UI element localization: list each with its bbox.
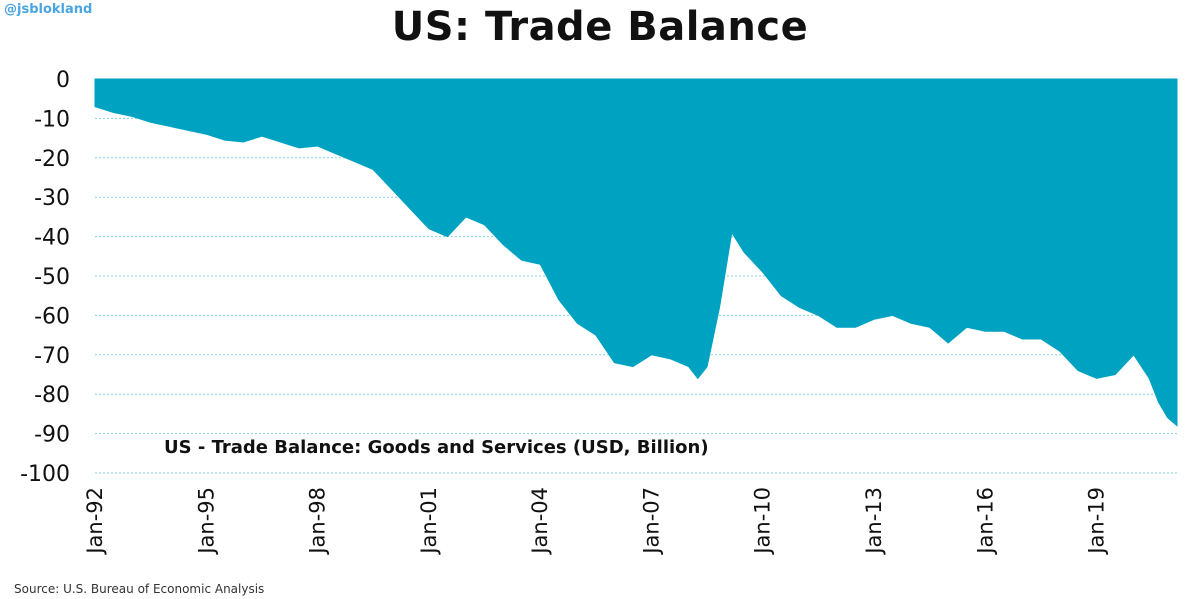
watermark-handle: @jsblokland bbox=[4, 2, 93, 17]
y-tick-label-10: -100 bbox=[20, 462, 70, 487]
x-tick-label-9: Jan-19 bbox=[1085, 487, 1109, 556]
y-tick-label-3: -30 bbox=[34, 186, 70, 211]
x-axis-ticks: Jan-92 Jan-95 Jan-98 Jan-01 Jan-04 Jan-07 Jan-… bbox=[83, 487, 1109, 556]
y-tick-label-1: -10 bbox=[34, 107, 70, 132]
y-tick-label-4: -40 bbox=[34, 226, 70, 251]
x-tick-label-4: Jan-04 bbox=[528, 487, 552, 556]
y-tick-label-9: -90 bbox=[34, 423, 70, 448]
x-tick-label-3: Jan-01 bbox=[417, 487, 441, 556]
chart-title: US: Trade Balance bbox=[391, 4, 809, 50]
y-tick-label-6: -60 bbox=[34, 304, 70, 329]
x-tick-label-2: Jan-98 bbox=[306, 487, 330, 556]
x-tick-label-7: Jan-13 bbox=[862, 487, 886, 556]
y-tick-label-0: 0 bbox=[56, 68, 70, 93]
y-tick-label-2: -20 bbox=[34, 147, 70, 172]
y-tick-label-8: -80 bbox=[34, 383, 70, 408]
source-note: Source: U.S. Bureau of Economic Analysis bbox=[14, 582, 265, 596]
y-tick-label-7: -70 bbox=[34, 344, 70, 369]
area-series bbox=[94, 78, 1178, 427]
trade-balance-area bbox=[94, 78, 1178, 427]
x-tick-label-6: Jan-10 bbox=[751, 487, 775, 556]
y-tick-label-5: -50 bbox=[34, 265, 70, 290]
x-tick-label-8: Jan-16 bbox=[973, 487, 997, 556]
x-tick-label-0: Jan-92 bbox=[83, 487, 107, 556]
x-tick-label-5: Jan-07 bbox=[640, 487, 664, 556]
x-tick-label-1: Jan-95 bbox=[194, 487, 218, 556]
y-axis-ticks: 0 -10 -20 -30 -40 -50 -60 -70 -80 -90 -100 bbox=[20, 68, 70, 487]
series-label: US - Trade Balance: Goods and Services (… bbox=[164, 437, 709, 458]
